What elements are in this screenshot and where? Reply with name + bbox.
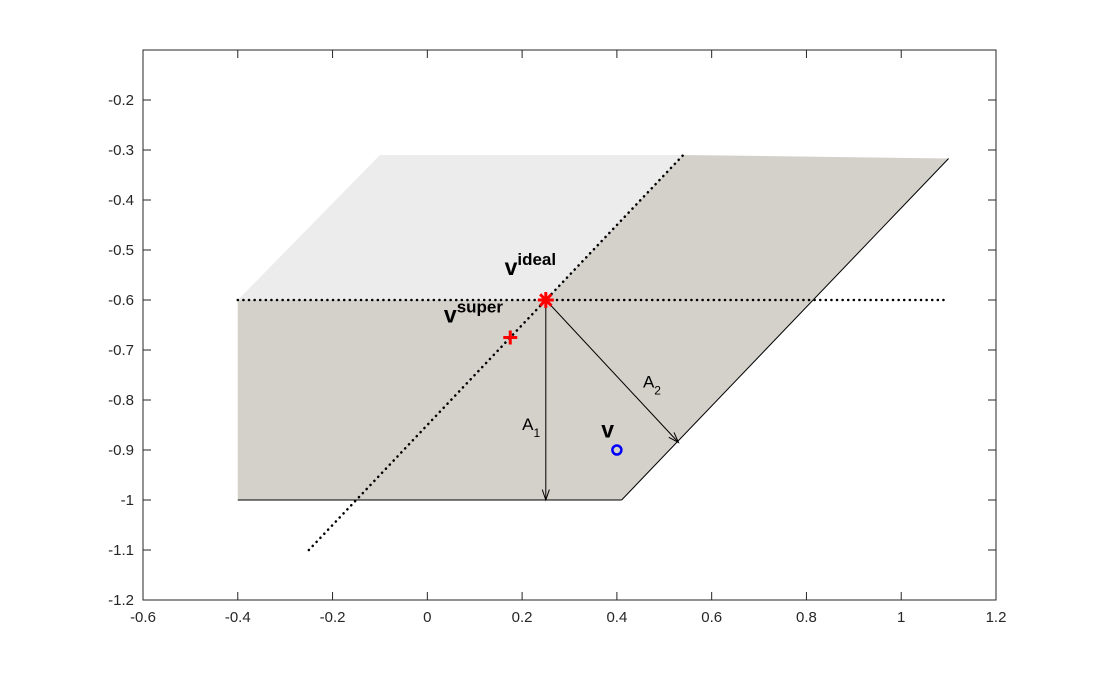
y-tick-label: -0.5	[108, 242, 134, 259]
arrow-A2-head	[668, 432, 680, 444]
x-tick-label: 0.8	[796, 609, 817, 626]
y-tick-label: -0.2	[108, 92, 134, 109]
arrow-A1-label: A1	[522, 415, 540, 440]
x-tick-label: 1	[897, 609, 905, 626]
marker-v-ideal	[537, 292, 554, 308]
label-v-ideal: videal	[505, 250, 557, 280]
lines-layer	[236, 153, 950, 552]
y-tick-label: -1	[121, 492, 134, 509]
arrow-A1-head	[541, 489, 550, 502]
right-edge-line	[621, 158, 949, 501]
marker-v	[611, 444, 623, 456]
arrow-A2-shaft	[545, 299, 679, 443]
x-tick-label: 1.2	[986, 609, 1007, 626]
arrow-A2-label: A2	[643, 373, 661, 398]
y-tick-label: -1.2	[108, 592, 134, 609]
dark-region	[237, 155, 949, 500]
y-tick-label: -0.4	[108, 192, 134, 209]
y-tick-label: -0.7	[108, 342, 134, 359]
points-layer	[503, 292, 623, 456]
x-tick-label: -0.4	[225, 609, 251, 626]
y-tick-label: -0.8	[108, 392, 134, 409]
x-tick-label: -0.6	[130, 609, 156, 626]
label-v-super: vsuper	[444, 298, 503, 328]
y-tick-label: -1.1	[108, 542, 134, 559]
axes-box	[142, 49, 997, 601]
diagonal-dotted-line	[307, 153, 685, 552]
asterisk-stroke	[539, 293, 553, 307]
y-tick-label: -0.9	[108, 442, 134, 459]
light-region	[237, 155, 684, 300]
x-tick-label: 0.2	[512, 609, 533, 626]
label-v: v	[601, 417, 614, 443]
marker-v-super	[503, 330, 518, 345]
regions-layer	[237, 155, 949, 500]
x-tick-label: -0.2	[320, 609, 346, 626]
ticks-layer: -0.6 -0.4 -0.2 0 0.2 0.4 0.6 0.8 1 1.2 -1.2 -1.1 -1 -…	[108, 50, 1006, 626]
y-tick-label: -0.3	[108, 142, 134, 159]
x-tick-label: 0	[423, 609, 431, 626]
x-tick-label: 0.4	[606, 609, 627, 626]
arrows-layer	[541, 299, 680, 502]
y-tick-label: -0.6	[108, 292, 134, 309]
x-tick-label: 0.6	[701, 609, 722, 626]
